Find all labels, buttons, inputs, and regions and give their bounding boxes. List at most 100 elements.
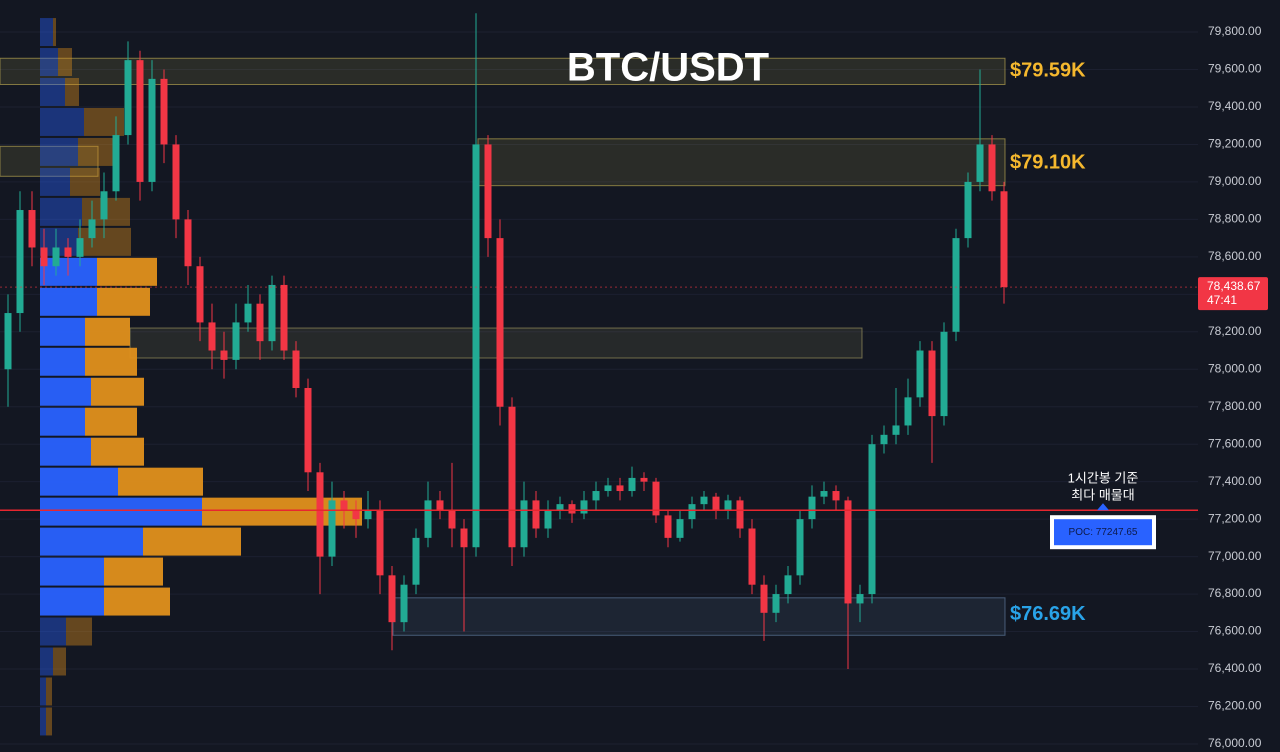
candle-body [592,491,600,501]
candle-body [892,425,900,435]
y-tick-label: 76,400.00 [1208,661,1262,675]
price-zone [392,597,1006,636]
candle-body [400,584,408,623]
last-price-box [1198,277,1268,311]
chart-title: BTC/USDT [567,46,769,90]
profile-sell [85,317,130,346]
candle-body [880,434,888,445]
zone-label: $76.69K [1010,603,1086,625]
candle-body [772,594,780,613]
poc-note: 1시간봉 기준 [1068,470,1139,485]
candle-body [508,406,516,548]
profile-buy [40,437,91,466]
candle-body [808,496,816,520]
y-tick-label: 76,200.00 [1208,699,1262,713]
y-tick-label: 76,000.00 [1208,736,1262,750]
candle-body [268,284,276,342]
profile-sell [91,437,144,466]
profile-sell [91,377,144,406]
profile-buy [40,557,104,586]
candle-body [844,500,852,604]
candle-body [688,504,696,520]
candle-body [160,78,168,145]
candle-body [88,219,96,239]
profile-sell [104,557,163,586]
profile-sell [84,107,124,136]
y-tick-label: 76,800.00 [1208,586,1262,600]
candle-body [196,266,204,323]
profile-buy [40,467,118,496]
candle-body [280,284,288,351]
candle-body [388,575,396,623]
profile-sell [118,467,203,496]
y-tick-label: 78,200.00 [1208,324,1262,338]
y-tick-label: 79,800.00 [1208,24,1262,38]
candle-body [4,313,12,370]
profile-sell [65,77,79,106]
profile-buy [40,77,65,106]
candle-body [580,500,588,514]
candle-body [676,519,684,538]
candle-body [136,60,144,182]
zone-label: $79.10K [1010,151,1086,173]
candle-body [952,238,960,332]
candle-body [460,528,468,548]
candle-body [412,537,420,585]
profile-buy [40,647,53,676]
y-tick-label: 76,600.00 [1208,624,1262,638]
candle-body [964,181,972,239]
candle-body [556,504,564,510]
candle-body [664,515,672,538]
last-price-label: 78,438.67 [1207,279,1261,293]
candle-body [100,191,108,220]
profile-buy [40,527,143,556]
candle-body [424,500,432,538]
candle-body [532,500,540,529]
candle-body [736,500,744,529]
candle-body [316,472,324,557]
candle-body [76,238,84,257]
candle-body [448,509,456,529]
profile-sell [97,287,150,316]
candle-body [988,144,996,192]
candle-body [184,219,192,267]
candle-body [304,387,312,473]
profile-sell [66,617,92,646]
profile-sell [97,257,157,286]
candle-body [124,60,132,136]
y-tick-label: 78,800.00 [1208,212,1262,226]
candle-body [340,500,348,510]
poc-label: POC: 77247.65 [1069,527,1138,538]
candle-body [328,500,336,557]
candle-body [520,500,528,548]
candle-body [628,477,636,492]
candle-body [832,491,840,501]
candle-body [856,594,864,604]
y-tick-label: 77,400.00 [1208,474,1262,488]
profile-buy [40,287,97,316]
profile-buy [40,677,46,706]
profile-sell [58,48,72,76]
profile-buy [40,197,82,226]
candle-body [604,485,612,492]
profile-sell [85,407,137,436]
candle-body [52,247,60,267]
profile-sell [53,18,56,47]
profile-sell [143,527,241,556]
profile-buy [40,347,85,376]
candle-body [928,350,936,417]
y-tick-label: 79,600.00 [1208,62,1262,76]
candle-body [364,509,372,520]
profile-buy [40,707,46,736]
candle-body [916,350,924,398]
profile-sell [70,167,100,196]
profile-buy [40,48,58,76]
profile-buy [40,18,53,47]
candle-body [640,477,648,482]
candle-body [172,144,180,220]
profile-sell [46,677,52,706]
candle-body [208,322,216,351]
poc-note: 최다 매물대 [1071,487,1134,502]
